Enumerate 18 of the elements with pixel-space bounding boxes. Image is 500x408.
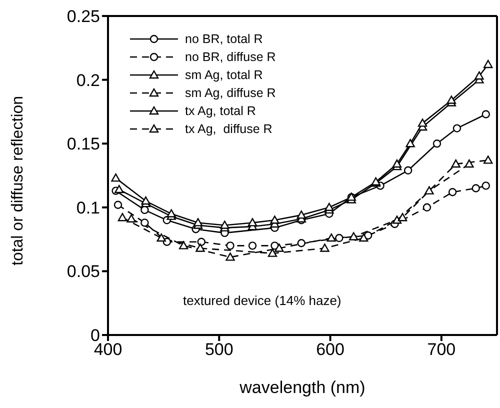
annotation: textured device (14% haze) bbox=[183, 293, 342, 308]
x-tick-label: 600 bbox=[316, 340, 344, 360]
legend-label: tx Ag, diffuse R bbox=[185, 122, 272, 136]
x-tick-label: 700 bbox=[427, 340, 456, 360]
legend-label: no BR, diffuse R bbox=[185, 50, 276, 64]
x-tick-label: 400 bbox=[94, 340, 122, 360]
legend-label: no BR, total R bbox=[185, 32, 263, 46]
y-axis-title: total or diffuse reflection bbox=[10, 96, 27, 266]
y-tick-label: 0.25 bbox=[66, 7, 100, 26]
legend-label: tx Ag, total R bbox=[185, 104, 256, 118]
legend-label: sm Ag, total R bbox=[185, 68, 263, 82]
legend-label: sm Ag, diffuse R bbox=[185, 86, 276, 100]
x-axis-title: wavelength (nm) bbox=[238, 378, 366, 397]
y-tick-label: 0.2 bbox=[76, 70, 100, 90]
y-tick-label: 0.1 bbox=[76, 198, 100, 218]
x-tick-label: 500 bbox=[204, 340, 234, 360]
y-tick-label: 0.05 bbox=[66, 262, 100, 282]
y-tick-label: 0.15 bbox=[66, 134, 100, 154]
